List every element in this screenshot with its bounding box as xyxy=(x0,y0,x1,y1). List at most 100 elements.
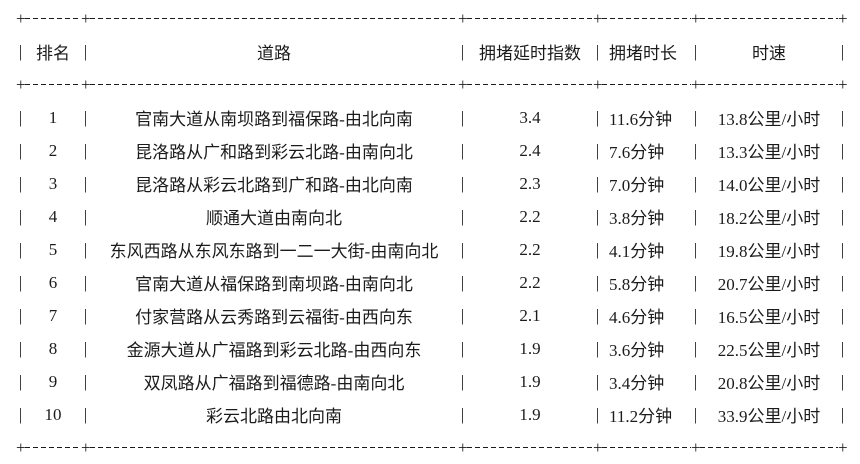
column-separator: | xyxy=(18,305,23,325)
speed-cell: 16.5公里/小时 xyxy=(717,308,821,327)
rank-cell: 7 xyxy=(48,305,58,325)
rank-cell: 9 xyxy=(48,371,58,391)
column-separator: | xyxy=(18,404,23,424)
column-separator: | xyxy=(83,404,88,424)
column-separator: | xyxy=(840,371,845,391)
intersection-plus-icon: + xyxy=(458,8,468,28)
intersection-plus-icon: + xyxy=(458,74,468,94)
column-separator: | xyxy=(693,173,698,193)
column-separator: | xyxy=(83,272,88,292)
column-separator: | xyxy=(840,140,845,160)
column-separator: | xyxy=(840,272,845,292)
rank-cell: 1 xyxy=(48,107,58,127)
dashed-line xyxy=(25,447,81,448)
duration-cell: 7.0分钟 xyxy=(609,176,665,195)
rank-cell: 排名 xyxy=(36,44,70,63)
column-separator: | xyxy=(595,338,600,358)
intersection-plus-icon: + xyxy=(81,74,91,94)
column-separator: | xyxy=(595,404,600,424)
dashed-line xyxy=(602,84,691,85)
speed-cell: 14.0公里/小时 xyxy=(717,176,821,195)
column-separator: | xyxy=(693,107,698,127)
column-separator: | xyxy=(18,206,23,226)
road-cell: 双凤路从广福路到福德路-由南向北 xyxy=(143,374,405,393)
intersection-plus-icon: + xyxy=(838,8,848,28)
column-separator: | xyxy=(595,140,600,160)
delay-index-cell: 1.9 xyxy=(519,371,541,391)
duration-cell: 3.8分钟 xyxy=(609,209,665,228)
duration-cell: 11.2分钟 xyxy=(609,407,673,426)
intersection-plus-icon: + xyxy=(593,8,603,28)
column-separator: | xyxy=(595,305,600,325)
dashed-line xyxy=(25,18,81,19)
column-separator: | xyxy=(460,107,465,127)
rank-cell: 10 xyxy=(44,404,62,424)
table-row: | 9 | 双凤路从广福路到福德路-由南向北 | 1.9 | 3.4分钟 | 2… xyxy=(16,365,860,398)
column-separator: | xyxy=(595,206,600,226)
dashed-line xyxy=(602,18,691,19)
column-separator: | xyxy=(595,371,600,391)
column-separator: | xyxy=(595,173,600,193)
table-row: | 8 | 金源大道从广福路到彩云北路-由西向东 | 1.9 | 3.6分钟 |… xyxy=(16,332,860,365)
duration-cell: 5.8分钟 xyxy=(609,275,665,294)
table-row: | 2 | 昆洛路从广和路到彩云北路-由南向北 | 2.4 | 7.6分钟 | … xyxy=(16,134,860,167)
rank-cell: 8 xyxy=(48,338,58,358)
table-border-row: + + + + + + xyxy=(16,431,860,464)
column-separator: | xyxy=(18,338,23,358)
table-row: | 10 | 彩云北路由北向南 | 1.9 | 11.2分钟 | 33.9公里/… xyxy=(16,398,860,431)
column-separator: | xyxy=(460,41,465,61)
column-separator: | xyxy=(840,107,845,127)
rank-cell: 2 xyxy=(48,140,58,160)
column-separator: | xyxy=(18,140,23,160)
dashed-line xyxy=(90,18,458,19)
speed-cell: 13.3公里/小时 xyxy=(717,143,821,162)
road-cell: 东风西路从东风东路到一二一大街-由南向北 xyxy=(109,242,439,261)
road-cell: 昆洛路从广和路到彩云北路-由南向北 xyxy=(135,143,413,162)
column-separator: | xyxy=(18,107,23,127)
column-separator: | xyxy=(460,239,465,259)
intersection-plus-icon: + xyxy=(838,437,848,457)
duration-cell: 4.1分钟 xyxy=(609,242,665,261)
table-row: | 4 | 顺通大道由南向北 | 2.2 | 3.8分钟 | 18.2公里/小时… xyxy=(16,200,860,233)
intersection-plus-icon: + xyxy=(81,437,91,457)
duration-cell: 3.4分钟 xyxy=(609,374,665,393)
speed-cell: 20.8公里/小时 xyxy=(717,374,821,393)
table-row: | 7 | 付家营路从云秀路到云福街-由西向东 | 2.1 | 4.6分钟 | … xyxy=(16,299,860,332)
intersection-plus-icon: + xyxy=(16,74,26,94)
speed-cell: 22.5公里/小时 xyxy=(717,341,821,360)
speed-cell: 时速 xyxy=(752,44,786,63)
table-border-row: + + + + + + xyxy=(16,68,860,101)
delay-index-cell: 2.2 xyxy=(519,272,541,292)
column-separator: | xyxy=(460,206,465,226)
column-separator: | xyxy=(693,239,698,259)
column-separator: | xyxy=(18,41,23,61)
delay-index-cell: 2.2 xyxy=(519,206,541,226)
column-separator: | xyxy=(693,41,698,61)
dashed-line xyxy=(467,84,593,85)
duration-cell: 拥堵时长 xyxy=(609,44,677,63)
column-separator: | xyxy=(460,173,465,193)
column-separator: | xyxy=(840,206,845,226)
intersection-plus-icon: + xyxy=(691,437,701,457)
dashed-line xyxy=(467,18,593,19)
column-separator: | xyxy=(83,206,88,226)
road-cell: 顺通大道由南向北 xyxy=(206,209,342,228)
column-separator: | xyxy=(840,404,845,424)
duration-cell: 7.6分钟 xyxy=(609,143,665,162)
column-separator: | xyxy=(595,107,600,127)
road-cell: 官南大道从福保路到南坝路-由南向北 xyxy=(135,275,413,294)
dashed-line xyxy=(90,447,458,448)
intersection-plus-icon: + xyxy=(593,437,603,457)
dashed-line xyxy=(25,84,81,85)
dashed-line xyxy=(700,18,838,19)
dashed-line xyxy=(700,447,838,448)
road-cell: 彩云北路由北向南 xyxy=(206,407,342,426)
column-separator: | xyxy=(83,371,88,391)
table-row: | 1 | 官南大道从南坝路到福保路-由北向南 | 3.4 | 11.6分钟 |… xyxy=(16,101,860,134)
column-separator: | xyxy=(18,272,23,292)
column-separator: | xyxy=(18,239,23,259)
column-separator: | xyxy=(693,206,698,226)
column-separator: | xyxy=(83,140,88,160)
column-separator: | xyxy=(595,41,600,61)
